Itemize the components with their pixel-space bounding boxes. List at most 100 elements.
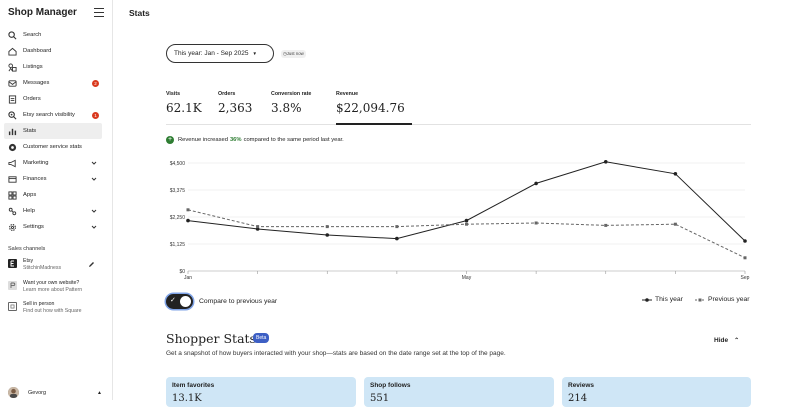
data-point <box>603 160 608 164</box>
stat-card-shop-follows[interactable]: Shop follows 551 <box>364 377 554 407</box>
sidebar-item-label: Dashboard <box>23 48 52 54</box>
shopper-stats-title: Shopper Stats <box>166 331 256 346</box>
data-point <box>465 222 468 226</box>
data-point <box>534 181 538 186</box>
sidebar-item-orders[interactable]: Orders <box>0 91 112 107</box>
compare-toggle[interactable]: ✓ <box>166 294 193 309</box>
search-visibility-icon <box>8 110 17 120</box>
updated-badge: ◷Just now <box>281 50 306 58</box>
sidebar-item-label: Etsy search visibility <box>23 112 75 118</box>
channel-square[interactable]: Sell in person Find out how with Square <box>8 301 82 315</box>
channel-title: Sell in person <box>23 301 55 307</box>
y-tick-label: $0 <box>179 269 185 275</box>
messages-badge: 2 <box>92 79 99 87</box>
data-point <box>325 233 330 237</box>
metric-orders[interactable]: Orders 2,363 <box>218 91 252 115</box>
metric-label: Orders <box>218 91 236 97</box>
channel-etsy[interactable]: Etsy StitchinMadness <box>8 258 94 272</box>
orders-icon <box>8 94 17 104</box>
metric-label: Conversion rate <box>271 91 312 97</box>
chevron-down-icon[interactable] <box>91 176 97 182</box>
brand-title: Shop Manager <box>8 7 77 18</box>
sidebar-nav: Search Dashboard Listings Messages 2 Ord… <box>0 27 112 235</box>
sidebar-item-label: Apps <box>23 192 37 198</box>
card-label: Item favorites <box>172 382 215 389</box>
chevron-down-icon[interactable] <box>91 208 97 214</box>
compare-toggle-label: Compare to previous year <box>199 298 278 305</box>
notice-percent: 36% <box>229 137 242 143</box>
channel-title: Etsy <box>23 258 34 264</box>
sidebar-item-marketing[interactable]: Marketing <box>0 155 112 171</box>
x-tick-label: Sep <box>741 275 750 281</box>
stat-card-item-favorites[interactable]: Item favorites 13.1K <box>166 377 356 407</box>
selected-metric-indicator <box>336 123 412 125</box>
card-value: 551 <box>370 393 390 404</box>
sidebar-item-dashboard[interactable]: Dashboard <box>0 43 112 59</box>
notice-text-after: compared to the same period last year. <box>243 137 344 143</box>
gear-icon <box>8 223 17 232</box>
metric-revenue[interactable]: Revenue $22,094.76 <box>336 91 405 115</box>
caret-up-icon[interactable]: ▲ <box>97 389 102 396</box>
y-tick-label: $3,375 <box>170 188 186 194</box>
legend-previous-year: Previous year <box>695 296 750 303</box>
metric-visits[interactable]: Visits 62.1K <box>166 91 202 115</box>
card-label: Shop follows <box>370 382 411 389</box>
chevron-down-icon[interactable] <box>91 160 97 166</box>
sidebar-item-label: Messages <box>23 80 50 86</box>
toggle-knob <box>180 296 191 307</box>
date-range-button[interactable]: This year: Jan - Sep 2025 ▼ <box>166 44 274 63</box>
sidebar-item-finances[interactable]: Finances <box>0 171 112 187</box>
updated-label: Just now <box>286 51 304 56</box>
sidebar-item-customer-service[interactable]: Customer service stats <box>0 139 112 155</box>
data-point <box>395 236 399 241</box>
user-name: Gevorg <box>28 389 47 396</box>
sidebar-item-search[interactable]: Search <box>0 27 112 43</box>
sidebar-item-label: Customer service stats <box>23 144 82 150</box>
help-icon <box>8 207 17 216</box>
stat-card-reviews[interactable]: Reviews 214 <box>562 377 751 407</box>
menu-icon[interactable] <box>94 8 104 17</box>
marketing-icon <box>8 159 17 168</box>
channel-subtitle: Find out how with Square <box>23 308 82 314</box>
sidebar-item-label: Orders <box>23 96 41 102</box>
sidebar-item-settings[interactable]: Settings <box>0 219 112 235</box>
sidebar-item-listings[interactable]: Listings <box>0 59 112 75</box>
hide-button[interactable]: Hide ⌃ <box>714 337 739 344</box>
sidebar-item-messages[interactable]: Messages 2 <box>0 75 112 91</box>
sidebar-item-stats[interactable]: Stats <box>4 123 102 139</box>
card-label: Reviews <box>568 382 595 389</box>
stats-icon <box>8 127 17 136</box>
card-value: 214 <box>568 393 588 404</box>
data-point <box>673 172 678 176</box>
avatar <box>8 387 19 398</box>
y-tick-label: $2,250 <box>170 215 186 221</box>
y-tick-label: $1,125 <box>170 242 186 248</box>
chevron-down-icon[interactable] <box>91 224 97 230</box>
sidebar-item-help[interactable]: Help <box>0 203 112 219</box>
check-icon: ✓ <box>170 297 176 304</box>
edit-pencil-icon[interactable] <box>88 261 95 268</box>
home-icon <box>8 47 17 56</box>
notice-text-before: Revenue increased <box>178 137 228 143</box>
sidebar-item-apps[interactable]: Apps <box>0 187 112 203</box>
legend-label: Previous year <box>708 296 750 303</box>
data-point <box>464 218 469 223</box>
data-point <box>743 239 747 243</box>
metric-label: Revenue <box>336 91 359 97</box>
channel-pattern[interactable]: Want your own website? Learn more about … <box>8 280 82 294</box>
metric-value: 3.8% <box>271 101 302 115</box>
customer-service-icon <box>8 143 17 152</box>
x-tick-label: May <box>462 275 472 281</box>
channel-subtitle: Learn more about Pattern <box>23 287 83 293</box>
x-tick-label: Jan <box>184 275 192 281</box>
sidebar-item-label: Help <box>23 208 35 214</box>
user-menu[interactable]: Gevorg ▲ <box>8 387 102 398</box>
series-line-this-year <box>187 161 746 242</box>
metric-conversion-rate[interactable]: Conversion rate 3.8% <box>271 91 311 115</box>
data-point <box>256 225 260 229</box>
sidebar-item-label: Marketing <box>23 160 49 166</box>
revenue-chart: $0 $1,125 $2,250 $3,375 $4,500 Jan May Sep <box>170 160 750 281</box>
sidebar-item-search-visibility[interactable]: Etsy search visibility 1 <box>0 107 112 123</box>
metric-label: Visits <box>166 91 181 97</box>
data-point <box>604 223 608 227</box>
